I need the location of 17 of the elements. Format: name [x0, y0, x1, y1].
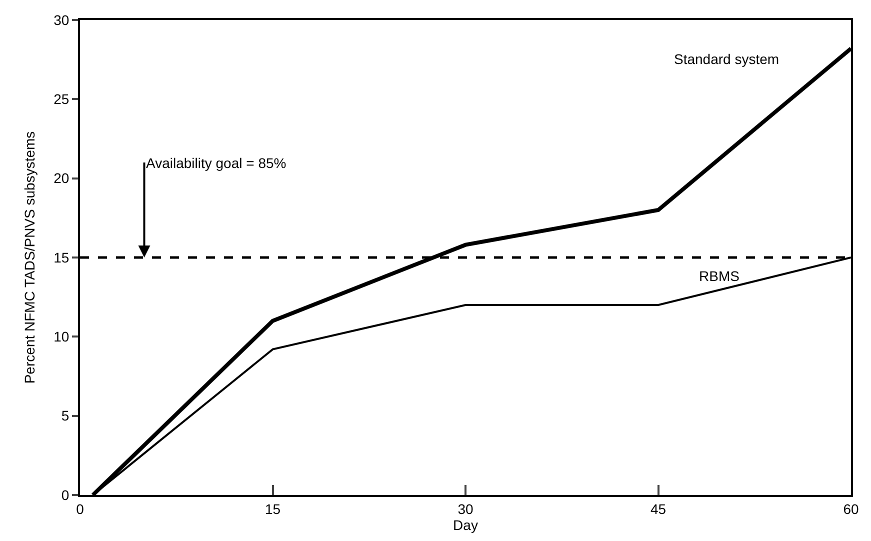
y-axis-title: Percent NFMC TADS/PNVS subsystems: [22, 131, 38, 384]
x-tick-label: 15: [264, 500, 281, 517]
y-tick-label: 10: [54, 328, 70, 345]
x-axis-title: Day: [453, 516, 478, 533]
x-tick-label: 45: [650, 500, 666, 517]
y-tick-label: 20: [54, 170, 70, 186]
x-tick-label: 60: [843, 500, 859, 517]
series-label: RBMS: [699, 268, 740, 284]
x-tick-label: 0: [76, 500, 84, 517]
y-tick-label: 0: [61, 486, 70, 503]
y-tick-label: 15: [54, 249, 70, 266]
x-tick-label: 30: [458, 500, 474, 517]
annotation: Availability goal = 85%: [146, 155, 286, 171]
y-tick-label: 25: [54, 91, 70, 108]
y-tick-label: 30: [54, 12, 70, 28]
text: Standard system: [674, 51, 780, 67]
y-tick-label: 5: [61, 408, 70, 424]
